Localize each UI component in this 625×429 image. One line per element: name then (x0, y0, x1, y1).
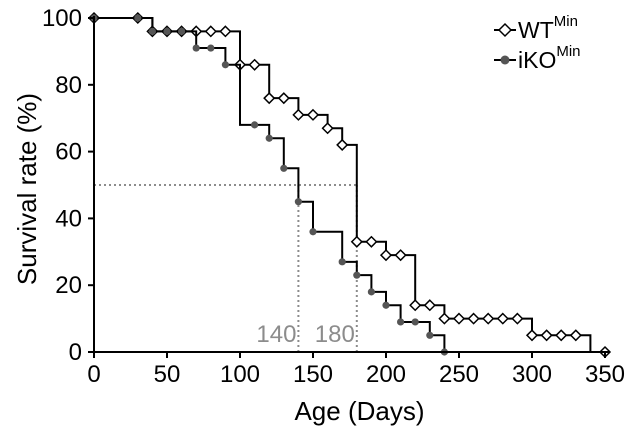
y-axis-ticks: 0 20 40 60 80 100 (42, 5, 94, 366)
legend-label: iKOMin (518, 43, 581, 73)
data-point (350, 235, 363, 248)
data-point (540, 329, 553, 342)
data-point (265, 134, 273, 142)
data-point (394, 249, 407, 262)
data-point (438, 312, 451, 325)
data-point (379, 249, 393, 262)
data-point (397, 318, 405, 326)
data-point (163, 27, 171, 35)
x-tick-label: 0 (87, 361, 100, 388)
data-point (280, 164, 288, 172)
data-point (467, 312, 480, 325)
x-axis-ticks: 0 50 100 150 200 250 300 350 (87, 352, 625, 388)
data-point (263, 92, 276, 105)
data-point (292, 108, 305, 121)
data-point (482, 312, 495, 325)
data-point (306, 108, 320, 121)
data-point (221, 61, 229, 69)
y-tick-label: 100 (42, 5, 82, 32)
data-point (338, 258, 346, 266)
x-tick-label: 150 (293, 361, 333, 388)
data-point (555, 329, 568, 342)
data-point (178, 27, 186, 35)
data-point (321, 122, 334, 135)
data-point (367, 288, 375, 296)
x-tick-label: 300 (512, 361, 552, 388)
x-tick-label: 50 (154, 361, 181, 388)
axes (93, 16, 610, 353)
data-point (569, 329, 582, 342)
data-point (248, 58, 261, 71)
data-point (353, 271, 361, 279)
y-tick-label: 60 (55, 139, 82, 166)
median-annotations: 140 180 (256, 321, 354, 348)
data-point (365, 235, 378, 248)
data-point (207, 44, 215, 52)
series-layer (87, 11, 612, 359)
data-point (426, 331, 434, 339)
data-point (251, 121, 259, 129)
x-tick-label: 100 (220, 361, 260, 388)
y-tick-label: 80 (55, 72, 82, 99)
legend-label: WTMin (518, 13, 578, 43)
data-point (204, 25, 217, 38)
y-axis-title: Survival rate (%) (12, 93, 42, 285)
y-tick-label: 20 (55, 272, 82, 299)
data-point (382, 301, 390, 309)
legend-marker-open-diamond (497, 22, 513, 38)
series-iko (90, 14, 448, 356)
data-point (309, 228, 317, 236)
data-point (148, 27, 156, 35)
x-tick-label: 250 (439, 361, 479, 388)
series-line (94, 17, 446, 352)
legend-marker-filled-circle (500, 55, 510, 65)
x-tick-label: 350 (585, 361, 625, 388)
x-tick-label: 200 (366, 361, 406, 388)
data-point (277, 92, 290, 105)
median-label: 140 (256, 321, 296, 348)
data-point (511, 312, 524, 325)
data-point (411, 318, 419, 326)
median-reference-lines (94, 184, 358, 352)
data-point (192, 44, 200, 52)
legend-item-wt: WTMin (494, 13, 578, 43)
y-tick-label: 0 (69, 339, 82, 366)
data-point (219, 25, 232, 38)
data-point (336, 138, 349, 151)
data-point (294, 198, 302, 206)
data-point (423, 299, 436, 312)
data-point (452, 312, 466, 325)
data-point (134, 14, 142, 22)
data-point (496, 312, 509, 325)
data-point (525, 329, 539, 342)
x-axis-title: Age (Days) (294, 396, 424, 426)
data-point (409, 299, 422, 312)
median-label: 180 (315, 321, 355, 348)
legend-item-iko: iKOMin (494, 43, 581, 73)
y-tick-label: 40 (55, 205, 82, 232)
